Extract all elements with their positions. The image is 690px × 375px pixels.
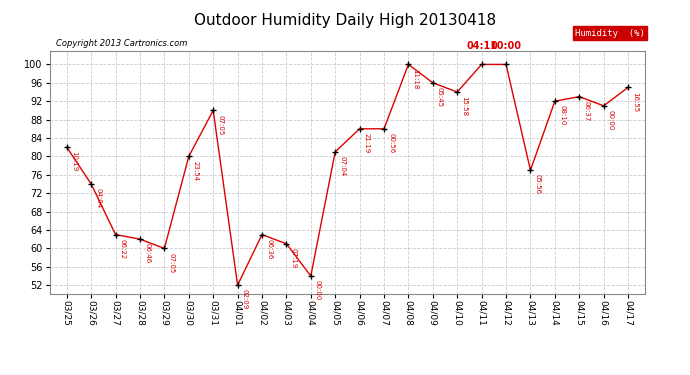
Text: 06:36: 06:36 (266, 239, 272, 259)
Text: Copyright 2013 Cartronics.com: Copyright 2013 Cartronics.com (56, 39, 187, 48)
Text: 16:55: 16:55 (632, 92, 638, 112)
Text: 04:04: 04:04 (95, 188, 101, 208)
Text: 08:10: 08:10 (559, 105, 565, 126)
Text: Humidity  (%): Humidity (%) (575, 29, 645, 38)
Text: 00:56: 00:56 (388, 133, 394, 153)
Text: Outdoor Humidity Daily High 20130418: Outdoor Humidity Daily High 20130418 (194, 13, 496, 28)
Text: 07:05: 07:05 (168, 252, 175, 273)
Text: 07:19: 07:19 (290, 248, 297, 268)
Text: 06:46: 06:46 (144, 243, 150, 264)
Text: 07:04: 07:04 (339, 156, 346, 176)
Text: 23:54: 23:54 (193, 160, 199, 181)
Text: 04:11: 04:11 (466, 40, 497, 51)
Text: 00:00: 00:00 (491, 40, 522, 51)
Text: 06:37: 06:37 (584, 101, 589, 121)
Text: 10:19: 10:19 (71, 152, 77, 172)
Text: 15:58: 15:58 (462, 96, 467, 116)
Text: 05:45: 05:45 (437, 87, 443, 107)
Text: 02:09: 02:09 (241, 290, 248, 310)
Text: 00:00: 00:00 (608, 110, 614, 130)
Text: 21:19: 21:19 (364, 133, 370, 153)
Text: 06:22: 06:22 (120, 239, 126, 259)
Text: 11:18: 11:18 (413, 69, 419, 89)
Text: 07:05: 07:05 (217, 115, 224, 135)
Text: 05:56: 05:56 (535, 174, 541, 195)
Text: 00:00: 00:00 (315, 280, 321, 300)
